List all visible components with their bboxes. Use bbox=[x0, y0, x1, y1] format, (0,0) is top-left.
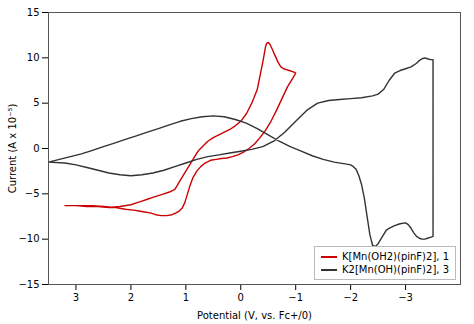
svg-text:Current (A x 10⁻⁵): Current (A x 10⁻⁵) bbox=[7, 104, 18, 194]
svg-text:0: 0 bbox=[33, 143, 39, 154]
svg-text:Potential (V, vs. Fc+/0): Potential (V, vs. Fc+/0) bbox=[197, 310, 312, 321]
svg-text:−10: −10 bbox=[18, 233, 39, 244]
html-text:K[Mn(OH2)(pinF)2], 1: K[Mn(OH2)(pinF)2], 1 bbox=[342, 251, 449, 262]
svg-text:−15: −15 bbox=[18, 279, 39, 290]
svg-text:−2: −2 bbox=[343, 292, 358, 303]
svg-text:1: 1 bbox=[183, 292, 189, 303]
svg-text:−1: −1 bbox=[288, 292, 303, 303]
svg-text:−5: −5 bbox=[25, 188, 40, 199]
html-text:K2[Mn(OH)(pinF)2], 3: K2[Mn(OH)(pinF)2], 3 bbox=[342, 264, 449, 275]
svg-text:0: 0 bbox=[238, 292, 244, 303]
svg-text:3: 3 bbox=[73, 292, 79, 303]
svg-text:10: 10 bbox=[27, 52, 40, 63]
svg-text:5: 5 bbox=[33, 97, 39, 108]
svg-text:15: 15 bbox=[27, 7, 40, 18]
svg-text:2: 2 bbox=[128, 292, 134, 303]
svg-text:−3: −3 bbox=[398, 292, 413, 303]
